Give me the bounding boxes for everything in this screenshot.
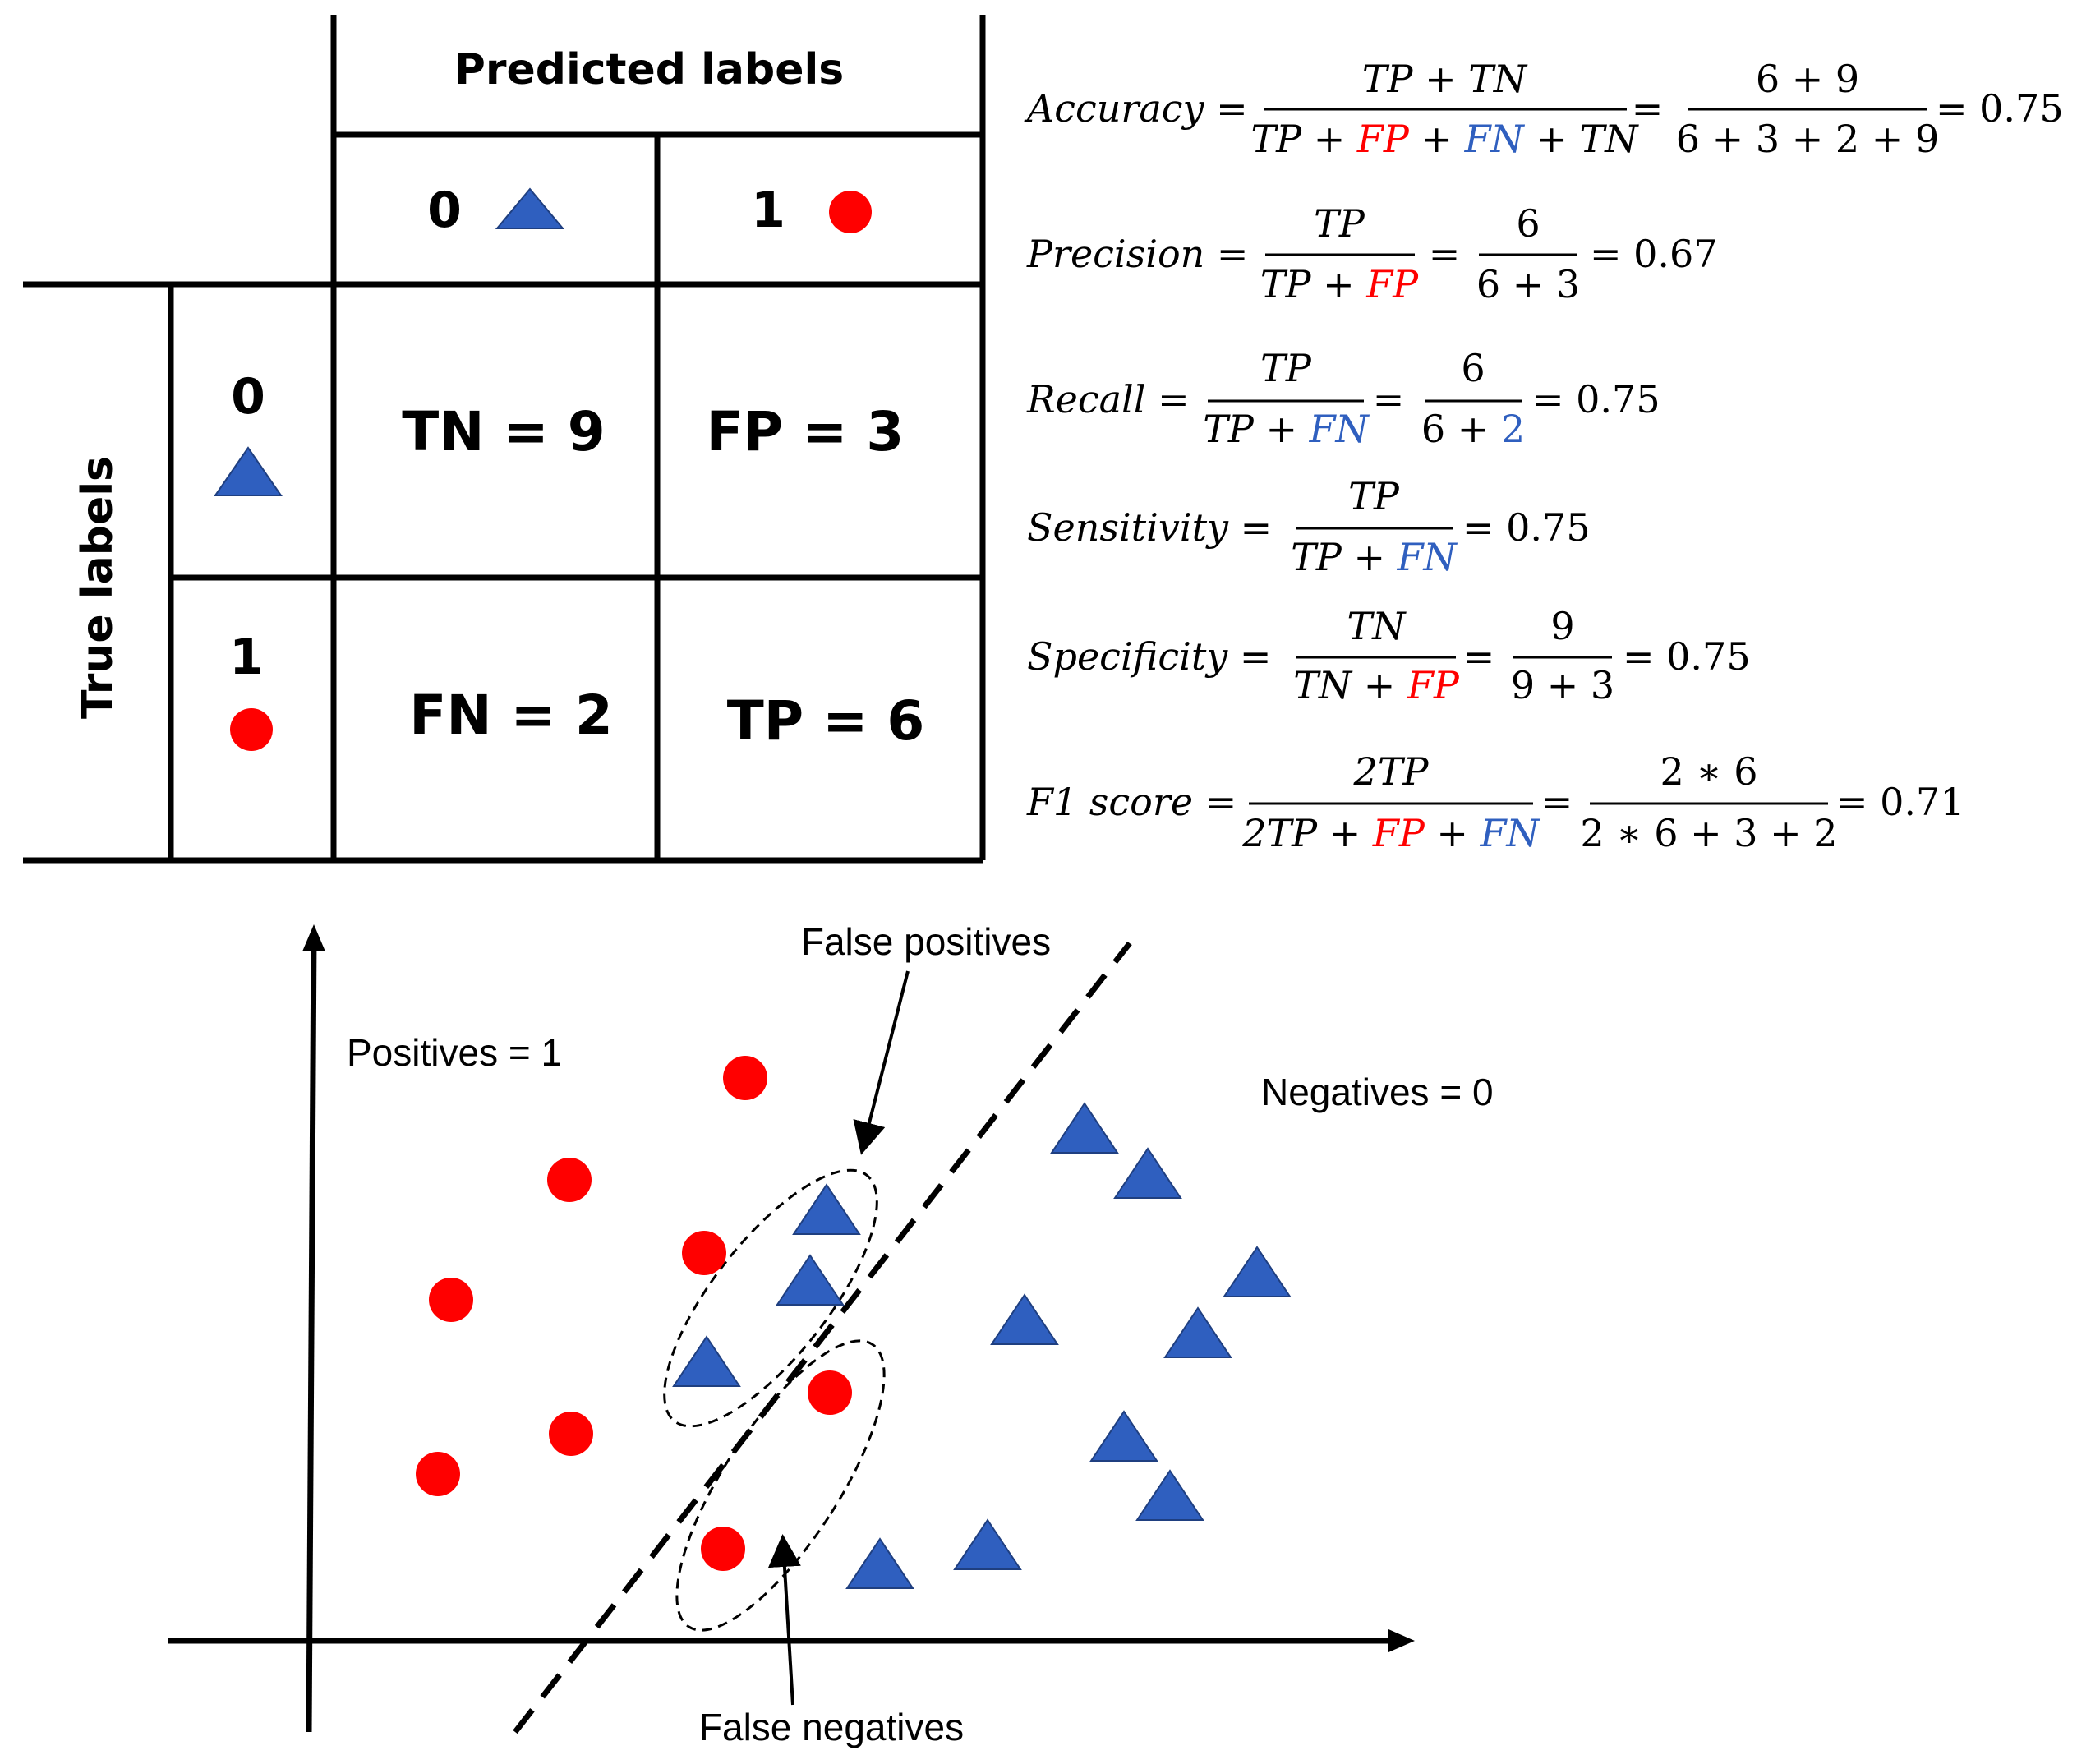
pred-class-0-label: 0 — [427, 182, 462, 239]
precision-formula: Precision = TP TP + FP = 6 6 + 3 = 0.67 — [1026, 201, 1718, 306]
negative-point — [1135, 1469, 1204, 1521]
accuracy-numerator-values: 6 + 9 — [1756, 57, 1859, 101]
positive-points — [416, 1056, 852, 1571]
f1-denominator-values: 2 ∗ 6 + 3 + 2 — [1580, 811, 1837, 855]
precision-lhs: Precision = — [1026, 232, 1248, 276]
equals-sign: = — [1429, 232, 1461, 276]
false-negatives-pointer — [767, 1534, 801, 1706]
fn-cell: FN = 2 — [409, 684, 613, 747]
specificity-denominator: TN + FP — [1293, 663, 1460, 707]
positive-point — [808, 1370, 852, 1415]
accuracy-formula: Accuracy = TP + TN TP + FP + FN + TN = 6… — [1024, 57, 2064, 161]
false-positives-ellipse — [663, 1168, 878, 1428]
sensitivity-denominator: TP + FN — [1291, 535, 1458, 579]
specificity-result: = 0.75 — [1623, 634, 1751, 679]
specificity-numerator: TN — [1347, 604, 1407, 648]
negative-point — [1089, 1410, 1158, 1462]
tp-cell: TP = 6 — [727, 689, 925, 753]
f1-formula: F1 score = 2TP 2TP + FP + FN = 2 ∗ 6 2 ∗… — [1026, 749, 1964, 855]
specificity-formula: Specificity = TN TN + FP = 9 9 + 3 = 0.7… — [1027, 604, 1751, 707]
negative-point — [1113, 1147, 1182, 1199]
f1-result: = 0.71 — [1836, 780, 1964, 824]
specificity-numerator-values: 9 — [1550, 604, 1574, 648]
f1-numerator-values: 2 ∗ 6 — [1660, 749, 1757, 794]
false-positives-pointer — [853, 970, 910, 1155]
specificity-lhs: Specificity = — [1027, 634, 1271, 679]
f1-denominator: 2TP + FP + FN — [1241, 811, 1540, 855]
positive-point — [549, 1412, 593, 1456]
accuracy-lhs: Accuracy = — [1024, 86, 1248, 131]
recall-numerator: TP — [1260, 346, 1312, 390]
x-axis-arrow-icon — [1388, 1629, 1415, 1652]
pred-class-0-triangle-icon — [495, 187, 565, 229]
precision-numerator: TP — [1314, 201, 1365, 246]
false-positives-label: False positives — [801, 920, 1051, 963]
positive-point — [429, 1278, 473, 1322]
recall-numerator-values: 6 — [1461, 346, 1485, 390]
scatter-axes — [168, 924, 1415, 1733]
equals-sign: = — [1541, 780, 1573, 824]
equals-sign: = — [1373, 377, 1405, 421]
negatives-label: Negatives = 0 — [1261, 1071, 1494, 1113]
positive-point — [547, 1158, 592, 1202]
sensitivity-numerator: TP — [1348, 474, 1400, 518]
positive-point — [416, 1452, 460, 1496]
precision-result: = 0.67 — [1590, 232, 1718, 276]
accuracy-denominator: TP + FP + FN + TN — [1251, 117, 1640, 161]
accuracy-result: = 0.75 — [1936, 86, 2064, 131]
negative-point — [990, 1293, 1059, 1345]
accuracy-denominator-values: 6 + 3 + 2 + 9 — [1676, 117, 1939, 161]
precision-numerator-values: 6 — [1516, 201, 1540, 246]
pred-class-1-circle-icon — [829, 191, 872, 233]
f1-lhs: F1 score = — [1026, 780, 1237, 824]
y-axis-arrow-icon — [302, 924, 325, 951]
negative-point — [776, 1254, 845, 1306]
f1-numerator: 2TP — [1353, 749, 1430, 794]
decision-boundary — [513, 941, 1132, 1734]
negative-point — [1050, 1102, 1119, 1154]
true-class-1-circle-icon — [230, 708, 273, 751]
true-class-1-label: 1 — [229, 629, 264, 686]
negative-point — [672, 1335, 741, 1387]
false-negatives-ellipse — [675, 1339, 886, 1632]
negative-point — [792, 1183, 861, 1235]
positive-point — [682, 1231, 726, 1275]
sensitivity-formula: Sensitivity = TP TP + FN = 0.75 — [1027, 474, 1591, 579]
recall-result: = 0.75 — [1532, 377, 1660, 421]
sensitivity-lhs: Sensitivity = — [1027, 505, 1272, 550]
recall-formula: Recall = TP TP + FN = 6 6 + 2 = 0.75 — [1026, 346, 1660, 451]
true-class-0-triangle-icon — [214, 446, 283, 496]
negative-point — [953, 1518, 1022, 1570]
confusion-matrix — [23, 15, 986, 864]
recall-lhs: Recall = — [1026, 377, 1190, 421]
precision-denominator-values: 6 + 3 — [1476, 262, 1580, 306]
recall-denominator-values: 6 + 2 — [1421, 407, 1525, 451]
accuracy-numerator: TP + TN — [1362, 57, 1528, 101]
fp-cell: FP = 3 — [707, 400, 905, 463]
negative-point — [1163, 1306, 1232, 1358]
true-labels-header: True labels — [73, 456, 122, 719]
negative-point — [1223, 1246, 1292, 1297]
negative-point — [845, 1537, 914, 1589]
positive-point — [723, 1056, 767, 1100]
equals-sign: = — [1632, 86, 1664, 131]
false-negatives-label: False negatives — [699, 1706, 964, 1748]
negative-points — [672, 1102, 1292, 1589]
formulas: Accuracy = TP + TN TP + FP + FN + TN = 6… — [1024, 57, 2064, 855]
positive-point — [701, 1527, 745, 1571]
precision-denominator: TP + FP — [1260, 262, 1419, 306]
recall-denominator: TP + FN — [1203, 407, 1370, 451]
predicted-labels-header: Predicted labels — [454, 45, 845, 94]
equals-sign: = — [1463, 634, 1495, 679]
tn-cell: TN = 9 — [402, 400, 605, 463]
specificity-denominator-values: 9 + 3 — [1511, 663, 1614, 707]
positives-label: Positives = 1 — [347, 1031, 562, 1074]
sensitivity-result: = 0.75 — [1462, 505, 1591, 550]
y-axis — [306, 936, 317, 1733]
true-class-0-label: 0 — [231, 368, 265, 426]
pred-class-1-label: 1 — [751, 182, 785, 239]
